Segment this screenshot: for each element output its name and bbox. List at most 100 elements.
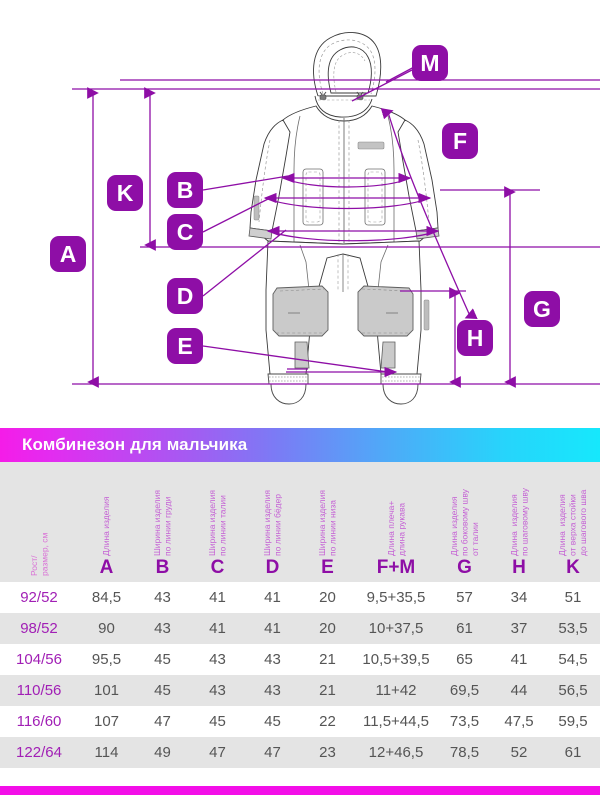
measurement-lines bbox=[72, 65, 600, 388]
svg-text:F: F bbox=[453, 128, 467, 154]
col-letter-e: E bbox=[321, 557, 334, 578]
cell-g: 57 bbox=[437, 582, 492, 613]
cell-fm: 11+42 bbox=[355, 675, 437, 706]
badge-F: F bbox=[442, 123, 478, 159]
cell-b: 47 bbox=[135, 706, 190, 737]
chart-title-bar: Комбинезон для мальчика bbox=[0, 428, 600, 462]
table-row: 104/56 95,5 45 43 43 21 10,5+39,5 65 41 … bbox=[0, 644, 600, 675]
cell-h: 47,5 bbox=[492, 706, 546, 737]
garment-diagram: A K B C D bbox=[50, 32, 600, 405]
col-letter-b: B bbox=[155, 557, 170, 578]
cell-size: 116/60 bbox=[0, 706, 78, 737]
size-table: Рост/ размер, см Длина изделия A Ширина … bbox=[0, 462, 600, 768]
col-desc-c: Ширина изделия по линии талии bbox=[207, 490, 228, 556]
col-desc-d: Ширина изделия по линии бёдер bbox=[262, 490, 283, 556]
cell-a: 84,5 bbox=[78, 582, 135, 613]
cell-k: 51 bbox=[546, 582, 600, 613]
cell-c: 43 bbox=[190, 644, 245, 675]
cell-b: 45 bbox=[135, 675, 190, 706]
cell-fm: 10,5+39,5 bbox=[355, 644, 437, 675]
table-row: 98/52 90 43 41 41 20 10+37,5 61 37 53,5 bbox=[0, 613, 600, 644]
col-letter-d: D bbox=[265, 557, 280, 578]
col-desc-size: Рост/ размер, см bbox=[28, 532, 50, 576]
cell-d: 43 bbox=[245, 675, 300, 706]
cell-d: 41 bbox=[245, 582, 300, 613]
cell-k: 56,5 bbox=[546, 675, 600, 706]
leader-m-1 bbox=[385, 65, 417, 83]
col-header-e: Ширина изделия по линии низа E bbox=[300, 462, 355, 582]
badge-M: M bbox=[412, 45, 448, 81]
col-desc-h: Длина изделия по шаговому шву bbox=[508, 488, 530, 556]
cell-b: 43 bbox=[135, 613, 190, 644]
col-header-c: Ширина изделия по линии талии C bbox=[190, 462, 245, 582]
svg-text:C: C bbox=[177, 219, 194, 245]
col-header-a: Длина изделия A bbox=[78, 462, 135, 582]
svg-text:M: M bbox=[420, 50, 439, 76]
svg-text:E: E bbox=[177, 333, 192, 359]
svg-text:H: H bbox=[467, 325, 484, 351]
leader-c bbox=[202, 196, 273, 233]
col-letter-fm: F+M bbox=[376, 557, 416, 578]
svg-text:K: K bbox=[117, 180, 134, 206]
svg-text:G: G bbox=[533, 296, 551, 322]
cell-fm: 9,5+35,5 bbox=[355, 582, 437, 613]
leader-d bbox=[202, 229, 287, 297]
col-header-h: Длина изделия по шаговому шву H bbox=[492, 462, 546, 582]
badge-G: G bbox=[524, 291, 560, 327]
table-row: 92/52 84,5 43 41 41 20 9,5+35,5 57 34 51 bbox=[0, 582, 600, 613]
badge-A: A bbox=[50, 236, 86, 272]
header-row: Рост/ размер, см Длина изделия A Ширина … bbox=[0, 462, 600, 582]
col-letter-k: K bbox=[566, 557, 580, 578]
badge-B: B bbox=[167, 172, 203, 208]
col-desc-a: Длина изделия bbox=[101, 496, 112, 556]
cell-size: 110/56 bbox=[0, 675, 78, 706]
badge-C: C bbox=[167, 214, 203, 250]
cell-size: 98/52 bbox=[0, 613, 78, 644]
cell-h: 34 bbox=[492, 582, 546, 613]
cell-g: 61 bbox=[437, 613, 492, 644]
cell-fm: 12+46,5 bbox=[355, 737, 437, 768]
col-desc-g: Длина изделия по боковому шву от талии bbox=[448, 489, 480, 556]
cell-k: 53,5 bbox=[546, 613, 600, 644]
cell-h: 37 bbox=[492, 613, 546, 644]
cell-k: 61 bbox=[546, 737, 600, 768]
cell-size: 104/56 bbox=[0, 644, 78, 675]
cell-d: 41 bbox=[245, 613, 300, 644]
cell-g: 73,5 bbox=[437, 706, 492, 737]
cell-a: 107 bbox=[78, 706, 135, 737]
cell-c: 47 bbox=[190, 737, 245, 768]
cell-a: 114 bbox=[78, 737, 135, 768]
cell-g: 65 bbox=[437, 644, 492, 675]
cell-d: 45 bbox=[245, 706, 300, 737]
col-header-g: Длина изделия по боковому шву от талии G bbox=[437, 462, 492, 582]
cell-a: 90 bbox=[78, 613, 135, 644]
svg-text:A: A bbox=[60, 241, 77, 267]
table-row: 116/60 107 47 45 45 22 11,5+44,5 73,5 47… bbox=[0, 706, 600, 737]
table-row: 110/56 101 45 43 43 21 11+42 69,5 44 56,… bbox=[0, 675, 600, 706]
bottom-accent-bar bbox=[0, 786, 600, 795]
badge-H: H bbox=[457, 320, 493, 356]
table-header: Рост/ размер, см Длина изделия A Ширина … bbox=[0, 462, 600, 582]
col-desc-fm: Длина плеча+ длина рукава bbox=[385, 500, 407, 556]
cell-fm: 10+37,5 bbox=[355, 613, 437, 644]
cell-d: 47 bbox=[245, 737, 300, 768]
col-header-k: Длина изделия от верха стойки до шаговог… bbox=[546, 462, 600, 582]
cell-c: 43 bbox=[190, 675, 245, 706]
svg-text:D: D bbox=[177, 283, 194, 309]
garment-illustration bbox=[248, 32, 440, 405]
col-letter-h: H bbox=[512, 557, 526, 578]
col-header-fm: Длина плеча+ длина рукава F+M bbox=[355, 462, 437, 582]
cell-g: 78,5 bbox=[437, 737, 492, 768]
col-header-size: Рост/ размер, см bbox=[0, 462, 78, 582]
cell-size: 122/64 bbox=[0, 737, 78, 768]
cell-size: 92/52 bbox=[0, 582, 78, 613]
table-body: 92/52 84,5 43 41 41 20 9,5+35,5 57 34 51… bbox=[0, 582, 600, 768]
cell-a: 95,5 bbox=[78, 644, 135, 675]
leader-b bbox=[202, 175, 289, 191]
col-letter-a: A bbox=[99, 557, 114, 578]
col-desc-e: Ширина изделия по линии низа bbox=[317, 490, 338, 556]
size-table-container: Рост/ размер, см Длина изделия A Ширина … bbox=[0, 462, 600, 768]
cell-h: 41 bbox=[492, 644, 546, 675]
dimension-badges: A K B C D bbox=[50, 45, 560, 364]
